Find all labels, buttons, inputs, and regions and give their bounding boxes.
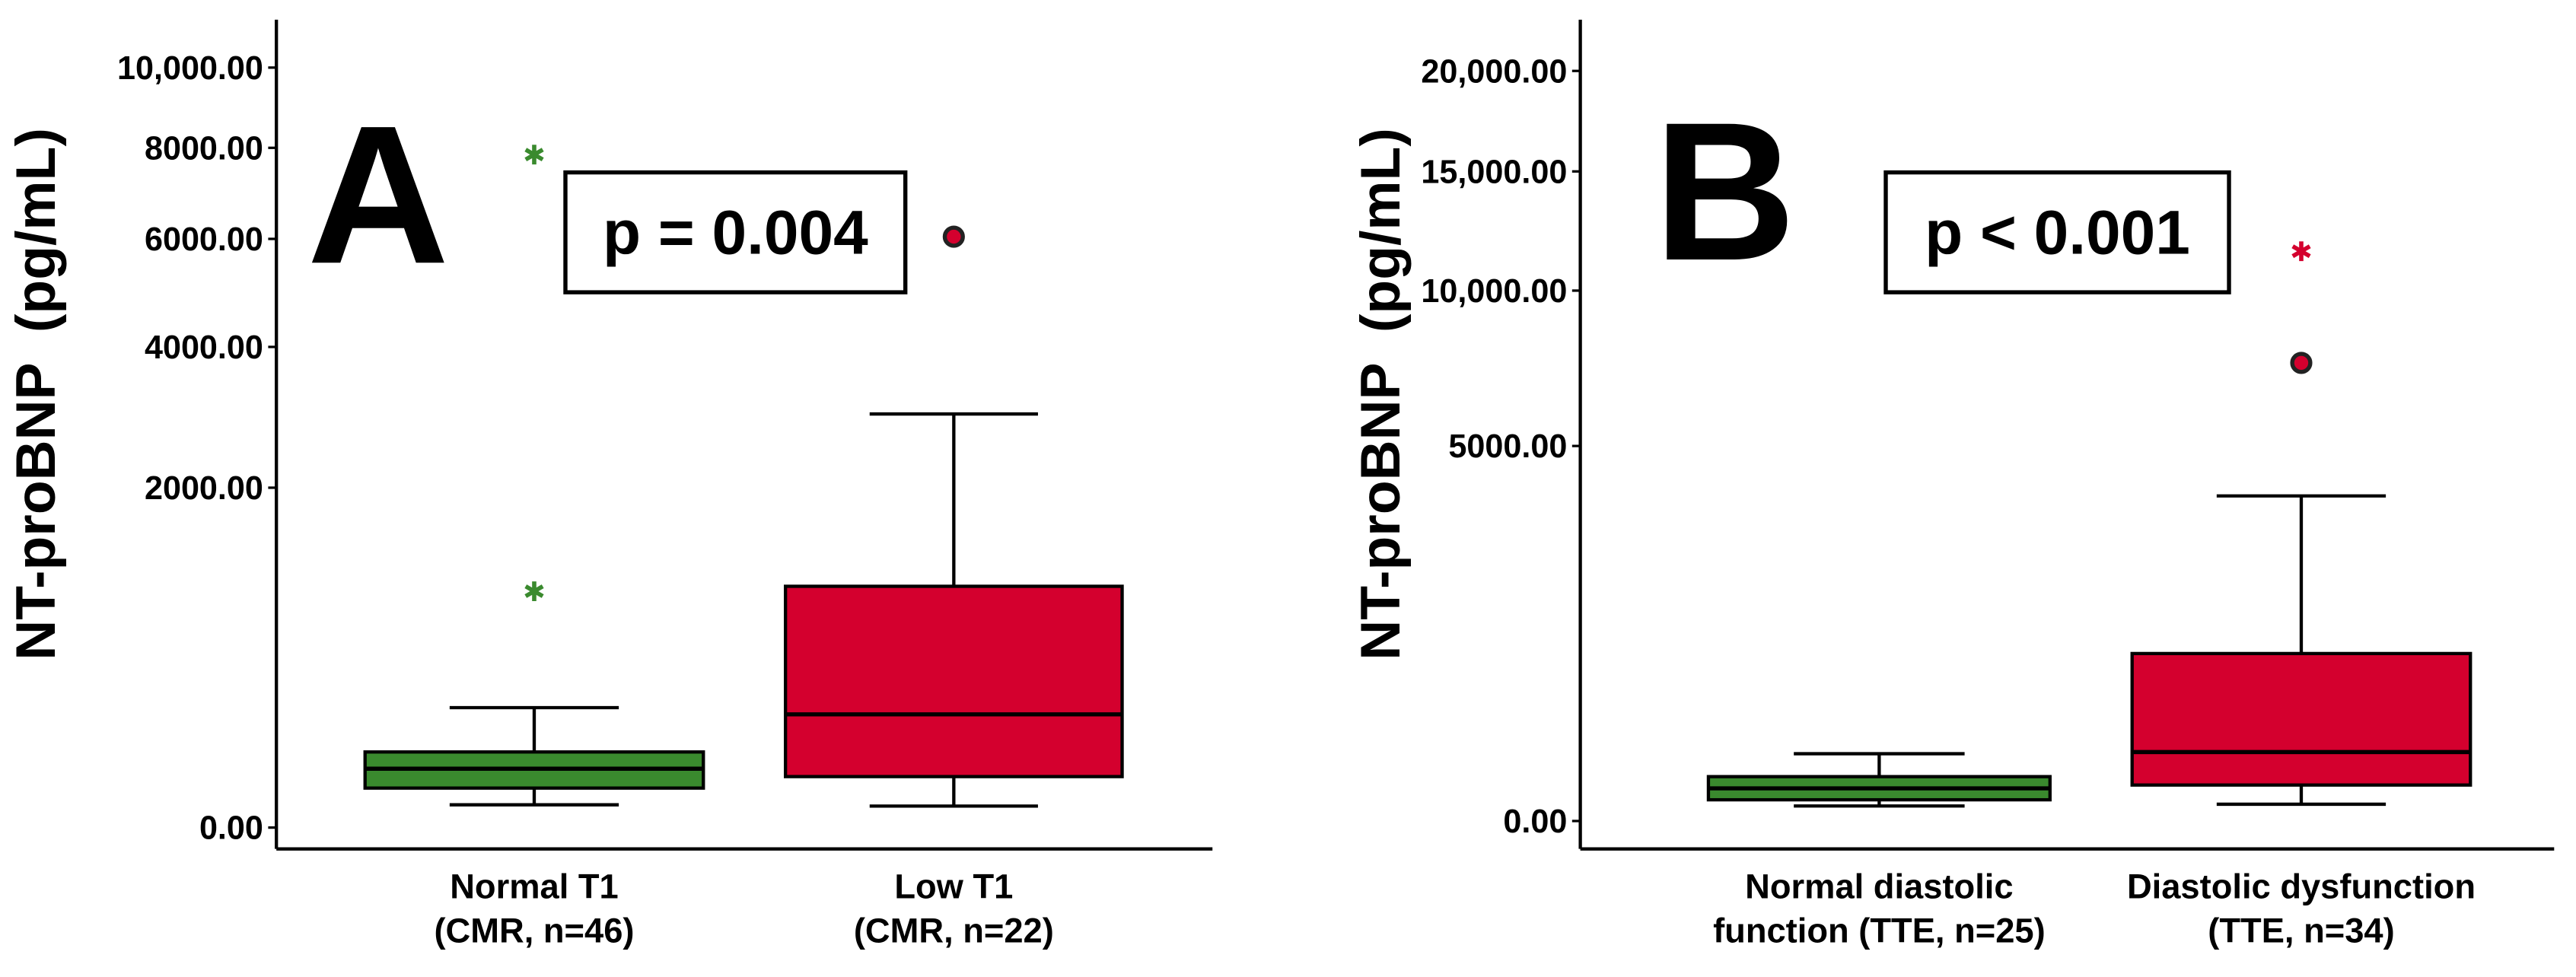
y-axis-label: NT-proBNP (pg/mL): [1349, 128, 1412, 660]
annotation-box: [1883, 170, 2231, 294]
x-tick-label: Low T1: [894, 867, 1013, 905]
outlier-circle: [2290, 352, 2313, 374]
x-tick-label: Normal T1: [450, 867, 619, 905]
annotation-box: [563, 170, 908, 294]
annotation: p < 0.001: [1925, 198, 2190, 267]
y-tick-label: 20,000.00: [1421, 53, 1567, 90]
x-tick-label: (CMR, n=46): [434, 912, 634, 950]
y-tick-label: 5000.00: [1448, 428, 1567, 465]
panel-label: B: [1654, 81, 1796, 301]
y-tick-label: 10,000.00: [117, 50, 263, 87]
x-tick-label: function (TTE, n=25): [1713, 912, 2046, 950]
box: [2130, 651, 2473, 787]
y-tick-label: 0.00: [1503, 804, 1567, 840]
box: [783, 584, 1124, 778]
x-tick-label: (TTE, n=34): [2208, 912, 2394, 950]
y-tick-label: 4000.00: [145, 329, 263, 366]
y-tick-label: 6000.00: [145, 221, 263, 258]
x-tick-label: (CMR, n=22): [854, 912, 1054, 950]
y-tick-label: 8000.00: [145, 130, 263, 167]
x-tick-label: Normal diastolic: [1745, 867, 2013, 905]
outlier-circle: [942, 225, 965, 248]
x-tick-label: Diastolic dysfunction: [2127, 867, 2476, 905]
y-axis-label: NT-proBNP (pg/mL): [5, 128, 67, 660]
y-tick-label: 10,000.00: [1421, 273, 1567, 310]
y-tick-label: 2000.00: [145, 470, 263, 507]
panel-label: A: [307, 84, 449, 304]
annotation: p = 0.004: [603, 198, 868, 267]
outlier-star: [2291, 241, 2311, 262]
y-tick-label: 15,000.00: [1421, 154, 1567, 190]
outlier-star: [524, 145, 544, 165]
outlier-star: [524, 581, 544, 601]
y-tick-label: 0.00: [199, 810, 263, 847]
